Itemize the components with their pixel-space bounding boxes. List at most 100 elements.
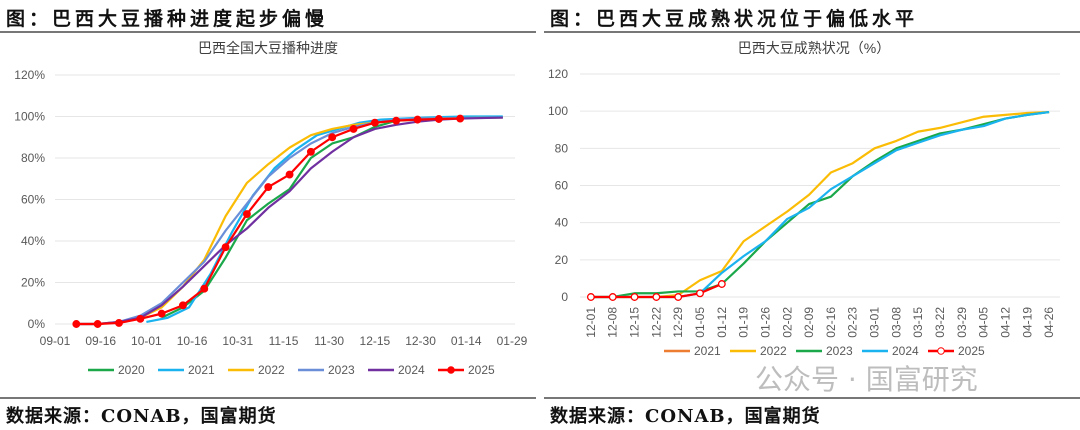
watermark: 公众号 · 国富研究 xyxy=(755,363,978,396)
series-line-2025 xyxy=(76,117,461,326)
legend-label: 2025 xyxy=(468,363,495,377)
y-tick-label: 40 xyxy=(555,216,569,230)
source-note: 数据来源：CONAB，国富期货 xyxy=(550,406,821,427)
legend-label: 2024 xyxy=(398,363,425,377)
x-tick-label: 12-30 xyxy=(405,334,436,348)
data-point-2025 xyxy=(157,309,166,318)
data-point-2025 xyxy=(413,115,422,124)
x-tick-label: 03-15 xyxy=(911,307,925,338)
series-line-2020 xyxy=(161,116,503,319)
data-point-2025 xyxy=(136,314,145,323)
x-tick-label: 11-15 xyxy=(269,334,299,348)
x-tick-label: 02-16 xyxy=(824,307,838,338)
x-tick-label: 04-05 xyxy=(977,307,991,338)
x-tick-label: 03-29 xyxy=(955,307,969,338)
y-tick-label: 0 xyxy=(561,290,568,304)
divider xyxy=(544,31,1080,33)
data-point-2025 xyxy=(93,320,102,328)
series-line-2024 xyxy=(76,116,503,326)
legend-marker-2025 xyxy=(447,366,455,374)
x-tick-label: 02-02 xyxy=(780,307,794,338)
chart-title: 巴西全国大豆播种进度 xyxy=(198,40,338,56)
y-tick-label: 120% xyxy=(14,68,45,82)
data-point-2025 xyxy=(306,147,315,156)
y-tick-label: 100% xyxy=(14,110,45,124)
data-point-2025 xyxy=(586,293,595,301)
x-tick-label: 12-15 xyxy=(360,334,391,348)
x-tick-label: 09-16 xyxy=(85,334,116,348)
divider xyxy=(544,397,1080,399)
x-tick-label: 12-29 xyxy=(671,307,685,338)
data-point-2025 xyxy=(674,293,683,301)
y-tick-label: 20% xyxy=(21,276,45,290)
x-tick-label: 10-16 xyxy=(177,334,208,348)
x-tick-label: 03-01 xyxy=(868,307,882,338)
y-tick-label: 100 xyxy=(548,104,568,118)
data-point-2025 xyxy=(285,170,294,179)
data-point-2025 xyxy=(72,320,81,328)
left-panel: 图：巴西大豆播种进度起步偏慢 巴西全国大豆播种进度 0% 20% 40% 60% 80% 1… xyxy=(0,0,536,430)
y-tick-label: 40% xyxy=(21,234,45,248)
x-tick-label: 01-05 xyxy=(693,307,707,338)
x-tick-label: 09-01 xyxy=(40,334,71,348)
y-tick-label: 120 xyxy=(548,67,568,81)
legend-label: 2022 xyxy=(760,344,787,358)
maturity-chart: 巴西大豆成熟状况（%） 0 20 40 60 80 100 120 12-01 12-08 12-1… xyxy=(548,40,1060,358)
data-point-2025 xyxy=(434,115,443,123)
legend-label: 2023 xyxy=(328,363,355,377)
data-point-2025 xyxy=(115,319,123,327)
x-tick-label: 01-29 xyxy=(497,334,528,348)
legend-label: 2025 xyxy=(958,344,985,358)
data-point-2025 xyxy=(696,289,704,298)
right-panel: 图：巴西大豆成熟状况位于偏低水平 巴西大豆成熟状况（%） 0 20 40 60 80 100… xyxy=(544,0,1080,430)
data-point-2025 xyxy=(221,243,230,252)
y-tick-label: 20 xyxy=(555,253,569,267)
data-point-2025 xyxy=(370,118,379,127)
legend-label: 2022 xyxy=(258,363,285,377)
data-point-2025 xyxy=(717,280,726,288)
legend-label: 2023 xyxy=(826,344,853,358)
legend-label: 2021 xyxy=(694,344,721,358)
x-tick-label: 10-01 xyxy=(131,334,162,348)
data-point-2025 xyxy=(328,133,337,142)
y-tick-label: 60 xyxy=(555,179,569,193)
x-tick-label: 04-12 xyxy=(998,307,1012,338)
data-point-2025 xyxy=(608,293,617,301)
sowing-progress-chart: 巴西全国大豆播种进度 0% 20% 40% 60% 80% 100% 120% 09-01 09-… xyxy=(14,40,528,377)
legend-label: 2024 xyxy=(892,344,919,358)
x-tick-label: 01-26 xyxy=(758,307,772,338)
x-tick-label: 01-14 xyxy=(451,334,482,348)
x-tick-label: 11-30 xyxy=(314,334,344,348)
data-point-2025 xyxy=(178,301,187,310)
x-tick-label: 12-22 xyxy=(649,307,663,338)
data-point-2025 xyxy=(630,293,639,301)
x-tick-label: 12-08 xyxy=(606,307,620,338)
data-point-2025 xyxy=(652,293,661,301)
x-tick-label: 04-19 xyxy=(1020,307,1034,338)
x-tick-label: 03-08 xyxy=(889,307,903,338)
chart-title: 巴西大豆成熟状况（%） xyxy=(738,40,890,56)
series-line-2022 xyxy=(590,110,1050,299)
series-line-2022 xyxy=(76,116,503,326)
data-point-2025 xyxy=(392,116,401,125)
y-tick-label: 80 xyxy=(555,141,569,155)
series-line-2023 xyxy=(590,111,1050,299)
divider xyxy=(0,31,536,33)
y-tick-label: 80% xyxy=(21,151,45,165)
data-point-2025 xyxy=(349,124,358,133)
source-note: 数据来源：CONAB，国富期货 xyxy=(6,406,277,427)
data-point-2025 xyxy=(456,114,465,123)
x-tick-label: 12-01 xyxy=(584,307,598,338)
divider xyxy=(0,397,536,399)
x-tick-label: 02-09 xyxy=(802,307,816,338)
x-tick-label: 03-22 xyxy=(933,307,947,338)
legend-label: 2021 xyxy=(188,363,215,377)
figure-title: 图：巴西大豆成熟状况位于偏低水平 xyxy=(550,8,919,30)
y-tick-label: 60% xyxy=(21,193,45,207)
x-tick-label: 01-12 xyxy=(715,307,729,338)
x-tick-label: 10-31 xyxy=(222,334,253,348)
legend-label: 2020 xyxy=(118,363,145,377)
data-point-2025 xyxy=(242,210,251,218)
x-tick-label: 12-15 xyxy=(628,307,642,338)
data-point-2025 xyxy=(264,183,273,191)
